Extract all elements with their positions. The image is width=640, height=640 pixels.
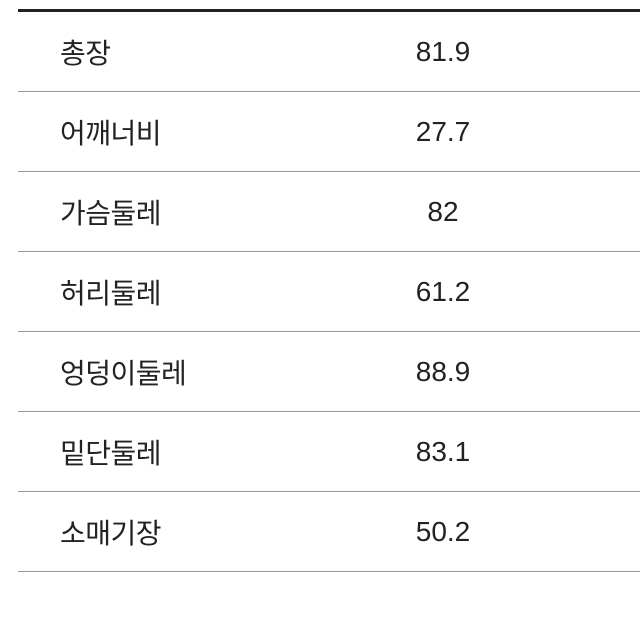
- measurement-label: 밑단둘레: [18, 432, 318, 472]
- measurement-value: 88.9: [318, 356, 568, 388]
- table-row: 엉덩이둘레 88.9: [18, 332, 640, 412]
- measurement-label: 소매기장: [18, 512, 318, 552]
- measurements-table: 총장 81.9 어깨너비 27.7 가슴둘레 82 허리둘레 61.2 엉덩이둘…: [0, 0, 640, 572]
- table-row: 어깨너비 27.7: [18, 92, 640, 172]
- table-row: 가슴둘레 82: [18, 172, 640, 252]
- measurement-value: 50.2: [318, 516, 568, 548]
- measurement-label: 허리둘레: [18, 272, 318, 312]
- measurement-label: 총장: [18, 32, 318, 72]
- header-rule: [18, 0, 640, 12]
- measurement-value: 61.2: [318, 276, 568, 308]
- measurement-value: 82: [318, 196, 568, 228]
- measurement-label: 가슴둘레: [18, 192, 318, 232]
- table-row: 소매기장 50.2: [18, 492, 640, 572]
- measurement-value: 81.9: [318, 36, 568, 68]
- table-row: 총장 81.9: [18, 12, 640, 92]
- table-row: 밑단둘레 83.1: [18, 412, 640, 492]
- measurement-value: 83.1: [318, 436, 568, 468]
- measurement-label: 엉덩이둘레: [18, 352, 318, 392]
- measurement-label: 어깨너비: [18, 112, 318, 152]
- measurement-value: 27.7: [318, 116, 568, 148]
- table-row: 허리둘레 61.2: [18, 252, 640, 332]
